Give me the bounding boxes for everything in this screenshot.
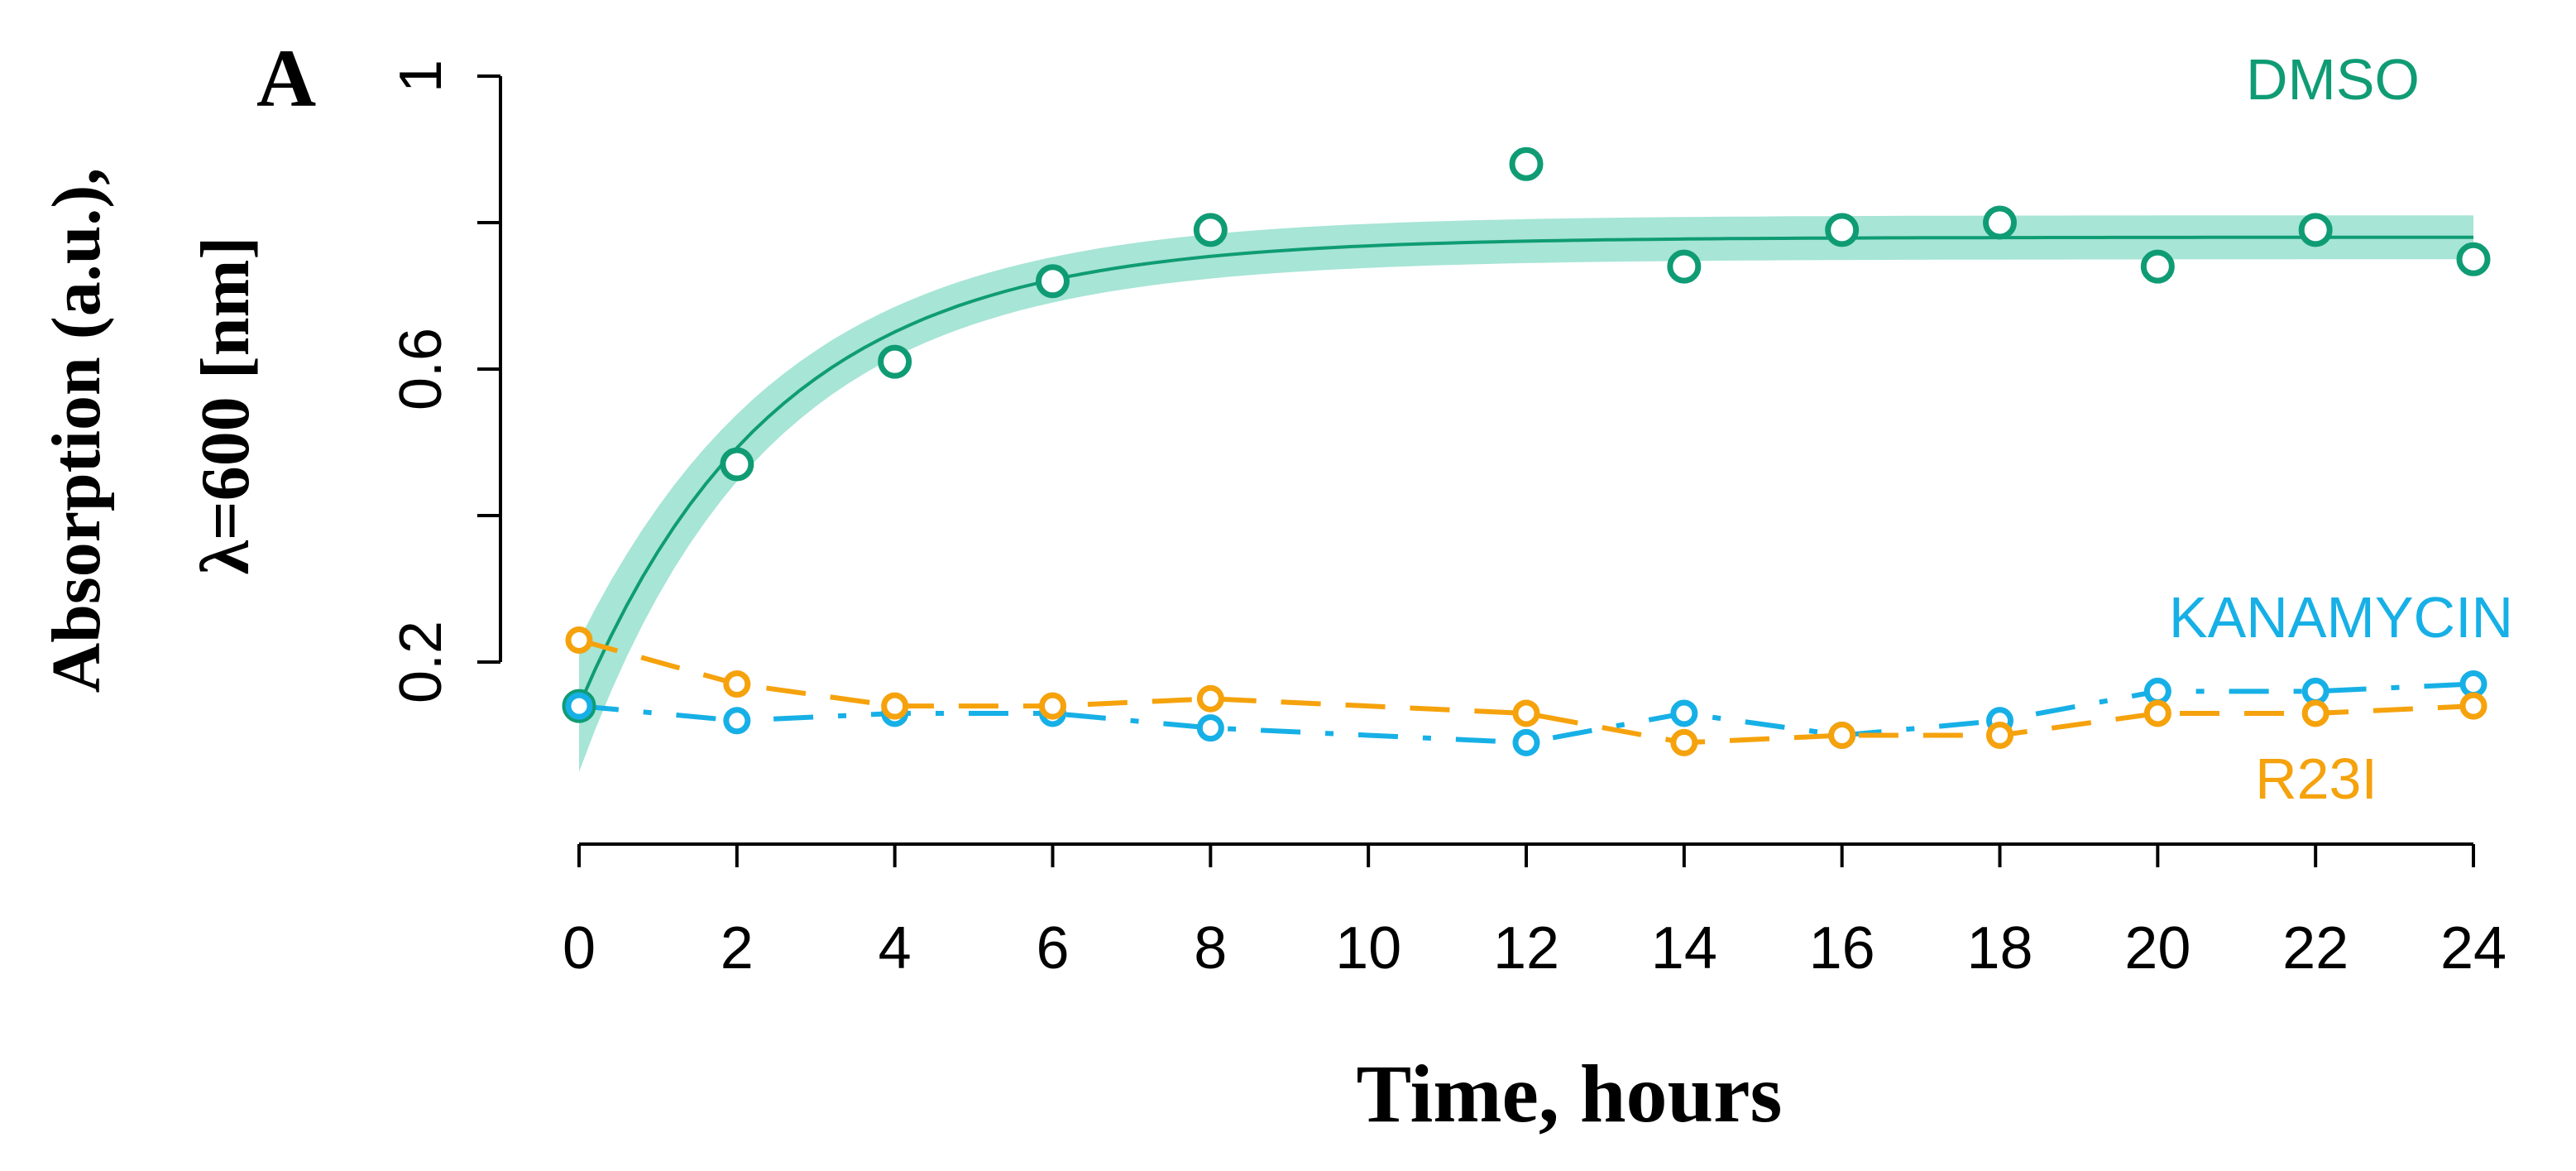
data-points: [562, 146, 2491, 756]
series-line-r23i: [578, 637, 2474, 746]
x-tick-label: 4: [879, 915, 912, 981]
data-point-dmso: [1193, 213, 1228, 247]
data-point-kanamycin: [1670, 699, 1698, 727]
data-point-kanamycin: [1196, 714, 1224, 742]
data-point-dmso: [1667, 249, 1702, 284]
data-point-dmso: [1983, 205, 2017, 240]
data-point-kanamycin: [2459, 670, 2487, 698]
data-point-dmso: [1825, 213, 1860, 247]
x-tick-label: 18: [1966, 915, 2033, 981]
data-point-dmso: [878, 344, 912, 379]
panel-label: A: [256, 32, 316, 124]
data-point-kanamycin: [723, 707, 751, 735]
data-point-r23i: [1986, 722, 2013, 749]
x-tick-label: 12: [1493, 915, 1559, 981]
x-tick-label: 22: [2282, 915, 2349, 981]
x-axis-title: Time, hours: [1357, 1048, 1783, 1140]
data-point-r23i: [1196, 684, 1224, 713]
series-lines: [577, 235, 2474, 746]
data-point-kanamycin: [565, 692, 593, 720]
y-tick-label: 0.2: [388, 621, 454, 703]
x-tick-label: 8: [1194, 915, 1227, 981]
data-point-r23i: [565, 626, 593, 654]
data-point-r23i: [723, 670, 751, 698]
y-axis-title: Absorption (a.u.), λ=600 [nm]: [38, 168, 264, 693]
x-tick-label: 14: [1651, 915, 1717, 981]
series-label-kanamycin: KANAMYCIN: [2169, 585, 2513, 650]
data-point-r23i: [1670, 728, 1698, 756]
fit-line-dmso: [577, 235, 2473, 707]
confidence-band-dmso: [579, 215, 2473, 772]
data-point-kanamycin: [1512, 728, 1540, 756]
data-point-r23i: [2301, 699, 2329, 727]
confidence-bands: [579, 215, 2473, 772]
y-axis-title-line2: λ=600 [nm]: [187, 237, 264, 575]
data-point-dmso: [720, 447, 754, 482]
data-point-dmso: [2456, 242, 2491, 276]
data-point-dmso: [1036, 264, 1070, 299]
y-tick-label: 0.6: [388, 328, 454, 410]
data-point-kanamycin: [2301, 677, 2329, 705]
data-point-r23i: [1828, 722, 1856, 749]
x-tick-label: 10: [1335, 915, 1401, 981]
x-tick-label: 16: [1809, 915, 1875, 981]
y-axis: 0.2 0.6 1: [388, 60, 502, 703]
data-point-dmso: [1509, 146, 1544, 181]
x-axis: 0 2 4 6 8 10 12 14 16 18 20 22 24: [563, 842, 2507, 981]
data-point-r23i: [2143, 699, 2171, 727]
data-point-dmso: [2140, 249, 2175, 284]
x-tick-label: 0: [563, 915, 596, 981]
data-point-dmso: [2298, 213, 2333, 247]
data-point-kanamycin: [2143, 677, 2171, 705]
x-tick-label: 24: [2440, 915, 2507, 981]
x-tick-label: 6: [1036, 915, 1069, 981]
data-point-r23i: [881, 692, 909, 720]
series-label-dmso: DMSO: [2246, 47, 2420, 112]
data-point-r23i: [1039, 692, 1066, 720]
data-point-r23i: [1512, 699, 1540, 727]
data-point-r23i: [2459, 692, 2487, 720]
series-labels: DMSO KANAMYCIN R23I: [2169, 47, 2513, 811]
series-label-r23i: R23I: [2255, 746, 2377, 811]
y-axis-title-line1: Absorption (a.u.),: [38, 168, 115, 693]
y-tick-label: 1: [388, 60, 454, 93]
x-tick-label: 20: [2124, 915, 2191, 981]
x-tick-label: 2: [721, 915, 754, 981]
